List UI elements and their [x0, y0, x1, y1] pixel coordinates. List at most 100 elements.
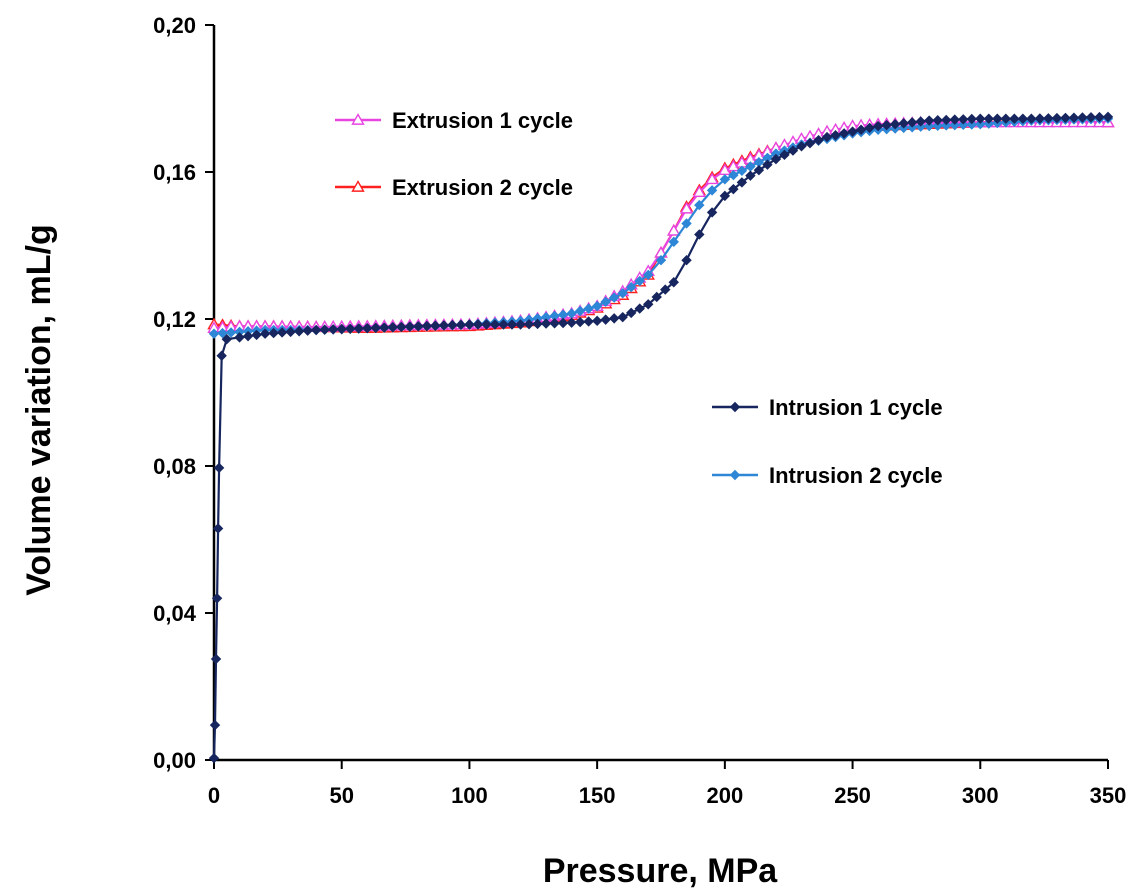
data-point [225, 327, 237, 338]
data-point [770, 153, 782, 165]
data-point [705, 172, 719, 185]
data-point [706, 207, 718, 218]
data-point [932, 120, 943, 131]
data-point [958, 119, 969, 131]
data-point [1077, 112, 1088, 123]
data-point [208, 752, 220, 764]
data-point [387, 322, 399, 333]
data-point [983, 113, 995, 124]
data-point [681, 218, 692, 229]
data-point [736, 177, 748, 188]
data-point [1017, 113, 1029, 124]
data-point [481, 319, 492, 330]
data-point [212, 523, 224, 534]
data-point [681, 254, 692, 266]
legend-label: Intrusion 1 cycle [769, 395, 943, 420]
data-point [830, 130, 841, 141]
data-point [413, 321, 424, 332]
data-point [353, 323, 364, 334]
data-point [872, 120, 884, 132]
data-point [523, 318, 535, 330]
x-tick-label: 100 [451, 783, 488, 808]
data-point [1094, 111, 1105, 123]
legend-middle-right: Intrusion 1 cycle Intrusion 2 cycle [712, 395, 943, 488]
data-point [583, 303, 594, 314]
data-point [251, 329, 262, 341]
data-point [608, 292, 620, 303]
data-point [447, 319, 458, 331]
series-line [213, 117, 1109, 335]
data-point [643, 269, 654, 281]
data-point [906, 117, 918, 128]
series-1 [207, 113, 1115, 334]
data-point [898, 118, 909, 129]
data-point [1026, 113, 1037, 124]
data-point [941, 114, 952, 126]
data-point [1060, 112, 1071, 124]
legend-top-left: Extrusion 1 cycle Extrusion 2 cycle [335, 108, 573, 200]
y-tick-label: 0,08 [153, 454, 196, 479]
data-point [591, 300, 603, 312]
data-point [1043, 113, 1054, 124]
data-point [1068, 112, 1080, 123]
data-point [506, 319, 518, 330]
data-point [728, 183, 739, 195]
data-point [966, 113, 977, 125]
legend-marker [729, 401, 741, 413]
series-line [212, 115, 1109, 759]
data-point [208, 328, 220, 339]
data-point [966, 119, 977, 130]
data-point [694, 229, 705, 240]
y-tick-label: 0,16 [153, 160, 196, 185]
data-point [915, 116, 926, 127]
data-point [796, 141, 807, 152]
data-point [787, 145, 799, 156]
series-layer [207, 111, 1115, 764]
data-point [213, 462, 225, 474]
data-point [667, 223, 681, 236]
data-point [345, 323, 356, 335]
legend-layer: Extrusion 1 cycle Extrusion 2 cycle Intrus… [335, 108, 943, 488]
data-point [728, 169, 739, 181]
data-point [655, 254, 667, 266]
data-point [651, 291, 662, 303]
data-point [668, 236, 679, 248]
data-point [242, 330, 254, 342]
data-point [285, 326, 296, 338]
y-tick-label: 0,00 [153, 748, 196, 773]
data-point [421, 320, 433, 332]
data-point [958, 114, 969, 125]
data-point [1051, 112, 1063, 124]
x-tick-label: 0 [208, 783, 220, 808]
data-point [1009, 113, 1020, 124]
x-axis-title: Pressure, MPa [543, 852, 778, 890]
data-point [975, 119, 986, 130]
data-point [617, 311, 628, 323]
data-point [643, 299, 654, 310]
data-point [932, 115, 943, 126]
data-point [608, 313, 620, 324]
data-point [762, 159, 773, 170]
data-point [540, 318, 552, 329]
data-point [498, 319, 509, 330]
data-point [923, 120, 935, 132]
legend-label: Intrusion 2 cycle [769, 463, 943, 488]
data-point [804, 138, 816, 149]
ticks: 0 50 100 150 200 250 300 350 0,00 0,04 0,08 0,12 0,1… [153, 13, 1126, 808]
data-point [660, 284, 671, 295]
data-point [779, 149, 790, 161]
data-point [268, 327, 279, 339]
data-point [949, 114, 960, 125]
data-point [221, 334, 232, 345]
data-point [455, 319, 467, 331]
data-point [668, 277, 679, 288]
data-point [864, 122, 875, 134]
y-axis-title: Volume variation, mL/g [20, 224, 58, 596]
data-point [574, 316, 586, 328]
data-point [736, 165, 748, 176]
data-point [472, 319, 484, 330]
data-point [617, 288, 628, 299]
data-point [719, 174, 731, 185]
data-point [362, 322, 373, 334]
